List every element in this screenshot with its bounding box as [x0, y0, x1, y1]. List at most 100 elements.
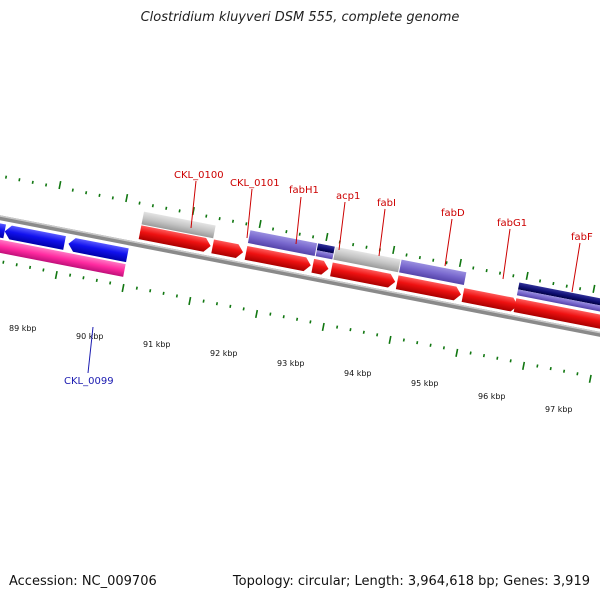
major-tick	[121, 283, 125, 293]
minor-tick	[111, 196, 114, 200]
purple-feature	[247, 230, 318, 256]
minor-tick	[349, 328, 352, 332]
minor-tick	[138, 201, 141, 205]
minor-tick	[336, 325, 339, 329]
gene-label-acp1: acp1	[336, 191, 360, 202]
minor-tick	[298, 232, 301, 236]
major-tick	[321, 322, 325, 332]
minor-tick	[536, 364, 539, 368]
gene-leader-line	[338, 201, 346, 251]
rna-feature	[0, 233, 126, 277]
minor-tick	[205, 214, 208, 218]
gene-leader-line	[295, 196, 302, 245]
minor-tick	[579, 287, 582, 291]
gene-label-ckl-0099: CKL_0099	[64, 376, 114, 387]
major-tick	[588, 374, 592, 383]
kbp-label: 93 kbp	[277, 359, 305, 368]
minor-tick	[498, 271, 502, 275]
accession-label: Accession: NC_009706	[9, 574, 157, 589]
minor-tick	[576, 372, 579, 376]
minor-tick	[405, 253, 408, 257]
major-tick	[125, 193, 129, 203]
gene-leader-line	[378, 208, 386, 257]
gene-leader-line	[190, 180, 197, 229]
kbp-label: 96 kbp	[478, 392, 506, 401]
minor-tick	[162, 291, 165, 295]
purple-feature	[516, 289, 600, 313]
purple-feature	[399, 259, 467, 285]
forward-gene-arrow	[461, 288, 518, 312]
purple-feature	[315, 250, 334, 260]
minor-tick	[472, 266, 475, 270]
minor-tick	[4, 175, 8, 179]
kbp-label: 91 kbp	[143, 340, 171, 349]
minor-tick	[282, 315, 285, 319]
major-tick	[521, 361, 526, 370]
minor-tick	[416, 341, 419, 345]
minor-tick	[18, 178, 21, 182]
kbp-label: 97 kbp	[545, 405, 573, 414]
minor-tick	[15, 263, 18, 267]
gene-label-fabf: fabF	[571, 232, 593, 243]
minor-tick	[309, 320, 312, 324]
minor-tick	[269, 312, 272, 316]
major-tick	[54, 270, 58, 280]
minor-tick	[429, 343, 432, 347]
minor-tick	[149, 289, 152, 293]
major-tick	[525, 271, 529, 280]
minor-tick	[151, 204, 154, 208]
minor-tick	[215, 302, 219, 306]
minor-tick	[165, 206, 168, 210]
minor-tick	[98, 193, 101, 197]
minor-tick	[485, 268, 488, 273]
minor-tick	[218, 217, 221, 221]
minor-tick	[28, 265, 32, 270]
minor-tick	[295, 317, 299, 321]
forward-gene-arrow	[513, 298, 600, 330]
minor-tick	[2, 260, 5, 264]
minor-tick	[562, 369, 566, 373]
minor-tick	[135, 286, 138, 290]
minor-tick	[402, 338, 405, 342]
major-tick	[188, 296, 192, 306]
minor-tick	[512, 274, 515, 278]
minor-tick	[285, 230, 288, 234]
kbp-label: 92 kbp	[210, 349, 238, 358]
navy-feature	[518, 282, 600, 307]
gene-leader-line	[571, 242, 581, 293]
minor-tick	[202, 299, 205, 303]
lower-tick-row	[2, 260, 592, 383]
page-title: Clostridium kluyveri DSM 555, complete g…	[140, 10, 460, 25]
major-tick	[455, 348, 459, 357]
minor-tick	[175, 294, 178, 298]
kbp-label: 89 kbp	[9, 324, 37, 333]
gene-leader-line	[87, 326, 94, 374]
navy-feature	[316, 243, 335, 254]
gene-labels: CKL_0100 CKL_0101 fabH1 acp1 fabI fabD fabG1 fa…	[64, 170, 593, 387]
minor-tick	[231, 219, 235, 223]
gray-feature	[333, 246, 401, 273]
minor-tick	[82, 276, 85, 280]
gray-feature	[141, 211, 216, 239]
gene-label-ckl-0100: CKL_0100	[174, 170, 224, 181]
minor-tick	[31, 180, 34, 184]
minor-tick	[245, 222, 248, 226]
minor-tick	[95, 278, 98, 282]
gene-label-fabd: fabD	[441, 208, 465, 219]
gene-leader-line	[502, 228, 511, 280]
minor-tick	[229, 304, 232, 308]
minor-tick	[69, 273, 72, 277]
minor-tick	[42, 268, 45, 272]
reverse-gene-arrow	[68, 238, 129, 263]
minor-tick	[352, 242, 355, 247]
minor-tick	[496, 356, 499, 360]
minor-tick	[549, 366, 552, 371]
minor-tick	[71, 188, 74, 192]
kbp-label: 90 kbp	[76, 332, 104, 341]
forward-gene-arrow	[311, 258, 329, 275]
minor-tick	[85, 191, 88, 195]
minor-tick	[482, 353, 486, 358]
minor-tick	[432, 258, 435, 262]
minor-tick	[271, 227, 275, 231]
